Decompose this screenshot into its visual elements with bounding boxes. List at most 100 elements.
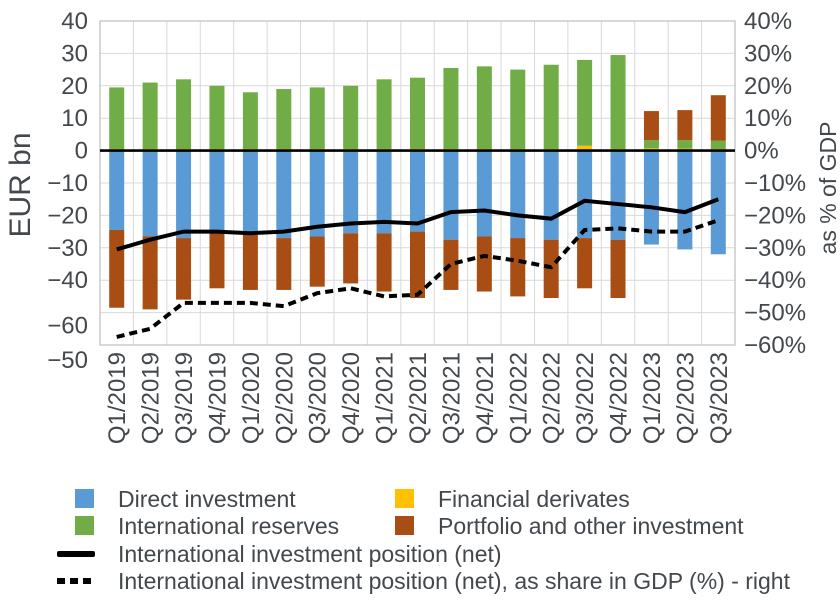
legend-swatch-portfolio-investment [395, 516, 414, 535]
bar-segment [476, 150, 492, 237]
legend-label-iip-net-line: International investment position (net) [118, 541, 502, 567]
legend-swatch-financial-derivates [395, 489, 414, 508]
bar-segment [610, 55, 626, 149]
legend-row-2: International reserves Portfolio and oth… [0, 514, 840, 540]
y-right-tick-label: −50% [744, 300, 806, 327]
bar-segment [309, 150, 325, 237]
y-right-tick-label: −20% [744, 202, 806, 229]
bar-segment [476, 236, 492, 292]
bar-segment [443, 239, 459, 290]
bar-segment [610, 239, 626, 299]
x-labels: Q1/2019 Q2/2019 Q3/2019 Q4/2019 Q1/2020 Q2/20… [104, 352, 733, 444]
bar-segment [710, 140, 726, 149]
y-left-tick-label: −50 [47, 347, 88, 374]
x-tick-label: Q4/2022 [606, 352, 633, 444]
gridlines [99, 20, 736, 346]
legend-label-direct-investment: Direct investment [118, 486, 296, 512]
y-right-tick-label: 30% [744, 40, 792, 67]
bar-segment [577, 238, 593, 289]
y-left-tick-label: 40 [61, 8, 88, 35]
bar-segment [410, 150, 425, 232]
chart-plot-area: 40 30 20 10 0 −10 −20 −30 −40 −60 −50 40% 30% 20% 10%… [4, 8, 840, 444]
legend-label-international-reserves: International reserves [118, 513, 340, 539]
bar-segment [343, 150, 359, 234]
bar-segment [109, 150, 125, 230]
bar-segment [142, 82, 158, 149]
bar-segment [276, 238, 292, 290]
x-tick-label: Q4/2019 [204, 352, 231, 444]
x-tick-label: Q1/2023 [639, 352, 666, 444]
legend-label-portfolio-investment: Portfolio and other investment [438, 513, 744, 539]
bar-segment [142, 150, 158, 237]
bar-segment [343, 85, 359, 149]
bar-segment [443, 67, 459, 149]
bar-segment [510, 238, 526, 297]
x-tick-label: Q3/2021 [438, 352, 465, 444]
bar-segment [176, 79, 192, 149]
x-tick-label: Q3/2020 [305, 352, 332, 444]
bar-segment [142, 236, 158, 310]
bar-segment [209, 85, 225, 149]
bar-segment [209, 231, 225, 289]
x-tick-label: Q2/2023 [672, 352, 699, 444]
x-tick-label: Q2/2021 [405, 352, 432, 444]
bar-segment [242, 92, 258, 149]
x-tick-label: Q4/2020 [338, 352, 365, 444]
y-right-tick-label: −60% [744, 332, 806, 359]
bar-segment [710, 150, 726, 255]
legend-swatch-iip-net-line [57, 551, 95, 557]
iip-gdp-dashed-line [116, 218, 719, 339]
bar-segment [443, 150, 459, 240]
y-left-tick-label: 0 [75, 138, 88, 165]
left-labels: 40 30 20 10 0 −10 −20 −30 −40 −60 −50 [47, 8, 88, 374]
bar-segment [410, 231, 425, 299]
x-tick-label: Q3/2019 [171, 352, 198, 444]
bar-segment [543, 150, 559, 240]
bar-segment [109, 229, 125, 308]
bar-segment [476, 66, 492, 149]
y-left-tick-label: −60 [47, 313, 88, 340]
legend-row-3: International investment position (net) [0, 542, 840, 568]
bar-segment [643, 111, 659, 141]
bar-segment [710, 95, 726, 141]
x-tick-label: Q2/2020 [271, 352, 298, 444]
bar-segment [610, 150, 626, 240]
bar-segment [242, 150, 258, 235]
bar-segment [410, 77, 425, 149]
y-right-tick-label: −30% [744, 235, 806, 262]
legend-swatch-iip-gdp-line [57, 578, 93, 584]
left-axis-title: EUR bn [4, 132, 37, 237]
bar-segment [376, 79, 392, 149]
y-left-tick-label: −20 [47, 202, 88, 229]
bar-segment [109, 87, 125, 149]
x-tick-label: Q1/2019 [104, 352, 131, 444]
legend-swatch-direct-investment [75, 489, 94, 508]
x-tick-label: Q1/2022 [505, 352, 532, 444]
bar-segment [577, 145, 593, 151]
bar-segment [276, 150, 292, 239]
y-right-tick-label: 10% [744, 105, 792, 132]
y-left-tick-label: 20 [61, 73, 88, 100]
y-left-tick-label: 10 [61, 105, 88, 132]
y-left-tick-label: 30 [61, 40, 88, 67]
y-right-tick-label: 0% [744, 138, 779, 165]
legend-label-iip-gdp-line: International investment position (net),… [118, 568, 790, 594]
bar-segment [677, 140, 693, 149]
bar-segment [510, 150, 526, 239]
bar-segment [242, 234, 258, 290]
bar-segment [176, 150, 192, 239]
x-tick-label: Q4/2021 [472, 352, 499, 444]
bar-segment [276, 89, 292, 149]
x-tick-label: Q2/2022 [539, 352, 566, 444]
iip-net-solid-line [116, 197, 720, 252]
bar-segment [577, 59, 593, 146]
x-tick-label: Q3/2022 [572, 352, 599, 444]
legend-row-1: Direct investment Financial derivates [0, 487, 840, 513]
x-tick-label: Q3/2023 [706, 352, 733, 444]
bar-segment [376, 150, 392, 234]
y-left-tick-label: −30 [47, 235, 88, 262]
y-right-tick-label: 40% [744, 8, 792, 35]
y-right-tick-label: −40% [744, 267, 806, 294]
x-tick-label: Q2/2019 [138, 352, 165, 444]
